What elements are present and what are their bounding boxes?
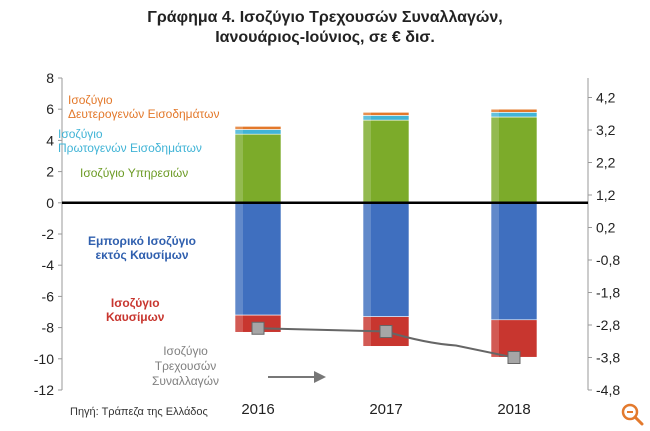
label-current-account: Ισοζύγιο Τρεχουσών Συναλλαγών: [152, 344, 220, 388]
left-tick-label: -8: [42, 320, 55, 336]
zoom-icon[interactable]: [619, 401, 645, 427]
current-account-marker: [507, 351, 521, 364]
bar-highlight: [491, 109, 499, 113]
bar-highlight: [235, 315, 243, 333]
bar-highlight: [491, 202, 499, 320]
label-secondary-income: Ισοζύγιο Δευτερογενών Εισοδημάτων: [68, 93, 220, 121]
bar-segment: [362, 202, 410, 317]
bar-highlight: [491, 117, 499, 203]
bar-highlight: [363, 112, 371, 116]
bar-segment: [490, 116, 538, 204]
bar-segment: [490, 202, 538, 321]
right-tick-label: -3,8: [596, 350, 620, 366]
label-trade-ex-fuel: Εμπορικό Ισοζύγιο εκτός Καυσίμων: [88, 234, 196, 262]
right-tick-label: 1,2: [596, 187, 616, 203]
left-tick-label: 0: [46, 195, 54, 211]
bar-segment: [234, 126, 282, 130]
arrow-head: [314, 371, 326, 383]
chart-title-line-1: Γράφημα 4. Ισοζύγιο Τρεχουσών Συναλλαγών…: [147, 9, 503, 26]
bar-highlight: [363, 115, 371, 121]
right-tick-label: 4,2: [596, 90, 616, 106]
bar-highlight: [363, 202, 371, 317]
bar-segment: [362, 119, 410, 204]
label-fuel: Ισοζύγιο Καυσίμων: [106, 296, 165, 324]
bar-highlight: [235, 202, 243, 316]
right-tick-label: 3,2: [596, 122, 616, 138]
left-tick-label: -10: [34, 351, 54, 367]
right-tick-label: -2,8: [596, 317, 620, 333]
left-tick-label: 4: [46, 132, 54, 148]
category-label: 2016: [241, 401, 274, 418]
current-account-marker: [379, 325, 393, 338]
bar-segment: [362, 112, 410, 116]
category-label: 2017: [369, 401, 402, 418]
bar-highlight: [491, 112, 499, 117]
bar-highlight: [235, 126, 243, 130]
chart-title: Γράφημα 4. Ισοζύγιο Τρεχουσών Συναλλαγών…: [0, 8, 650, 48]
source-note: Πηγή: Τράπεζα της Ελλάδος: [70, 406, 208, 418]
label-primary-income: Ισοζύγιο Πρωτογενών Εισοδημάτων: [58, 127, 202, 155]
right-tick-label: -1,8: [596, 285, 620, 301]
left-tick-label: -12: [34, 382, 54, 398]
left-tick-label: 2: [46, 164, 54, 180]
right-tick-label: 2,2: [596, 155, 616, 171]
right-tick-label: -0,8: [596, 252, 620, 268]
left-tick-label: -2: [42, 226, 55, 242]
left-tick-label: 6: [46, 101, 54, 117]
right-tick-label: 0,2: [596, 220, 616, 236]
category-label: 2018: [497, 401, 530, 418]
chart-title-line-2: Ιανουάριος-Ιούνιος, σε € δισ.: [215, 29, 435, 46]
bar-highlight: [363, 120, 371, 203]
label-services: Ισοζύγιο Υπηρεσιών: [80, 166, 189, 180]
bar-highlight: [491, 319, 499, 358]
left-tick-label: -6: [42, 288, 55, 304]
bar-segment: [490, 108, 538, 113]
right-tick-label: -4,8: [596, 382, 620, 398]
left-tick-label: 8: [46, 70, 54, 86]
left-tick-label: -4: [42, 257, 55, 273]
current-account-marker: [251, 321, 265, 335]
bar-highlight: [235, 129, 243, 135]
bar-highlight: [235, 134, 243, 203]
